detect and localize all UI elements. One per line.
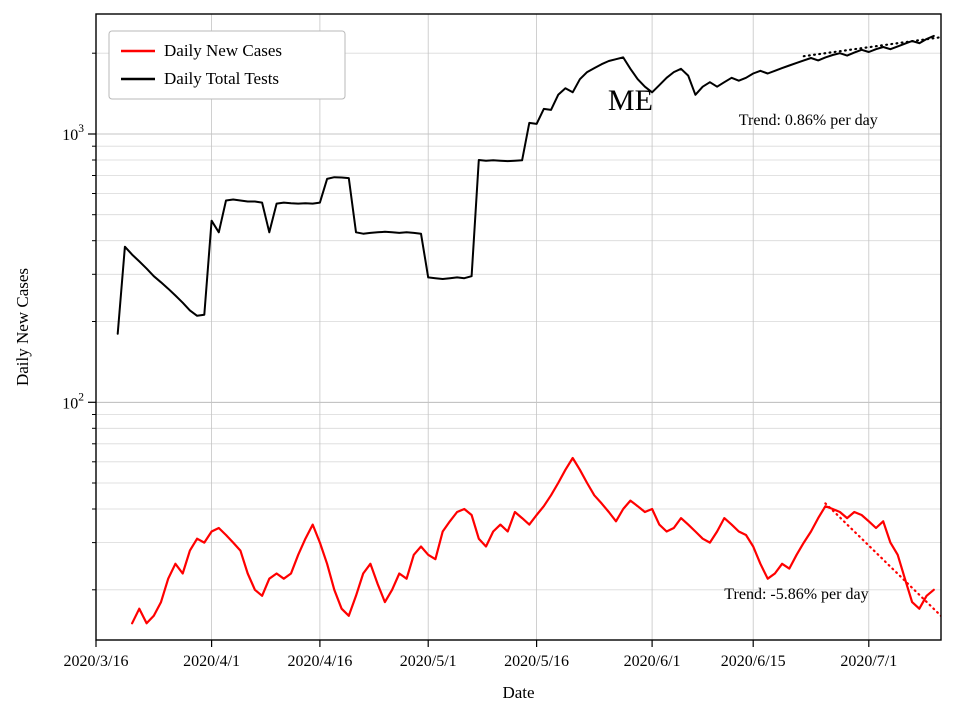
grid	[95, 14, 941, 640]
x-tick-label: 2020/4/16	[287, 653, 352, 670]
tests-trend-label: Trend: 0.86% per day	[739, 112, 878, 129]
legend-label: Daily New Cases	[164, 41, 282, 60]
y-axis-title: Daily New Cases	[13, 268, 32, 386]
tests-trend-dotted-line	[802, 36, 941, 58]
x-tick-label: 2020/6/1	[624, 653, 681, 670]
x-tick-label: 2020/5/16	[504, 653, 569, 670]
x-axis-title: Date	[502, 683, 534, 702]
y-tick-label: 103	[62, 123, 84, 144]
legend: Daily New Cases Daily Total Tests	[108, 30, 346, 100]
series-group	[116, 34, 941, 625]
x-axis: 2020/3/16 2020/4/1 2020/4/16 2020/5/1 2020/5…	[64, 640, 897, 702]
y-tick-label: 102	[62, 391, 84, 412]
series-line-daily-new-cases	[131, 456, 935, 625]
plot-border	[95, 13, 942, 641]
cases-trend-dotted-line	[824, 502, 941, 618]
x-tick-label: 2020/3/16	[64, 653, 129, 670]
x-tick-label: 2020/6/15	[721, 653, 786, 670]
y-axis: 102 103 Daily New Cases	[13, 52, 96, 591]
state-label: ME	[608, 84, 653, 117]
x-tick-label: 2020/4/1	[183, 653, 240, 670]
legend-box	[108, 30, 346, 100]
x-tick-label: 2020/5/1	[400, 653, 457, 670]
cases-trend-label: Trend: -5.86% per day	[724, 586, 868, 603]
series-line-daily-total-tests	[116, 34, 935, 335]
legend-label: Daily Total Tests	[164, 69, 279, 88]
x-tick-label: 2020/7/1	[840, 653, 897, 670]
annotations: ME Trend: 0.86% per day Trend: -5.86% per …	[608, 84, 878, 603]
